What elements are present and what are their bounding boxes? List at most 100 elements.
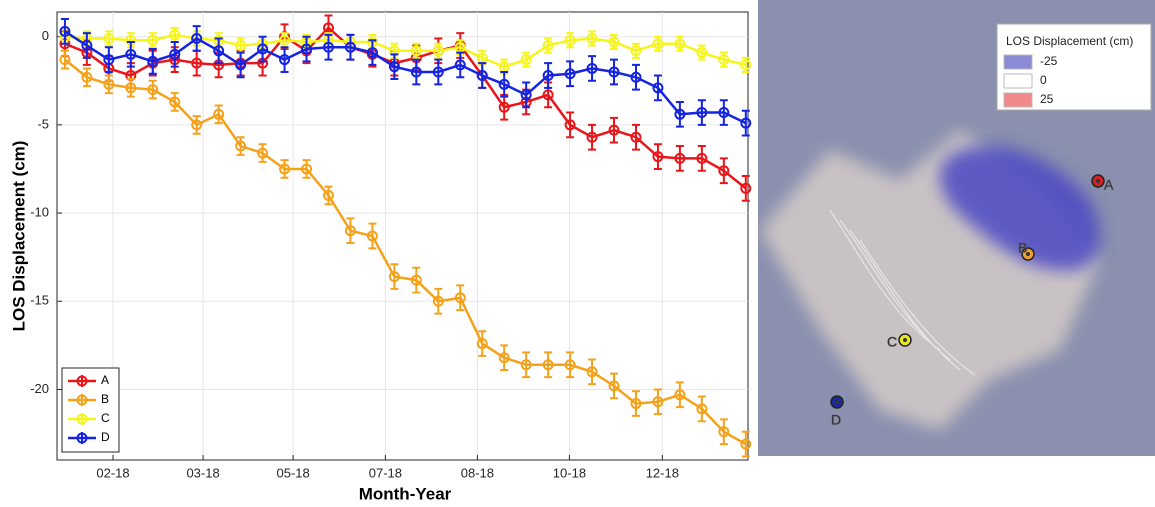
legend-marker [76,432,88,444]
x-tick-label: 02-18 [96,465,129,480]
series-layer [59,14,752,458]
point [740,182,752,194]
error-bar [192,25,201,52]
point [257,147,269,159]
error-bar [434,287,443,315]
point [740,59,752,71]
legend-marker [76,375,88,387]
point [191,32,203,44]
error-bar [653,74,662,102]
point [301,163,313,175]
point [454,292,466,304]
point [279,34,291,46]
error-bar [697,145,706,172]
y-tick-label: -15 [30,293,49,308]
map-legend-label: 25 [1040,92,1054,106]
point [147,55,159,67]
point [630,131,642,143]
point [564,68,576,80]
point [674,152,686,164]
point [696,403,708,415]
map-point-core [835,400,839,404]
map-point-label: D [831,412,841,428]
point [520,89,532,101]
point [586,62,598,74]
point [279,163,291,175]
point [674,38,686,50]
point [388,271,400,283]
error-bar [280,46,289,73]
point [696,47,708,59]
point [718,165,730,177]
error-bar [434,58,443,86]
error-bar [566,111,575,139]
map-point-label: B [1018,240,1027,256]
error-bar [566,351,575,379]
legend-label: C [101,411,110,425]
point [169,29,181,41]
point [366,47,378,59]
error-bar [675,145,684,172]
point [59,25,71,37]
point [410,274,422,286]
point [630,398,642,410]
point [103,54,115,66]
legend-label: B [101,392,109,406]
error-bar [741,109,750,137]
error-bar [390,53,399,81]
error-bar [588,55,597,82]
y-tick-label: -20 [30,381,49,396]
point [696,107,708,119]
error-bar [522,81,531,109]
point [476,338,488,350]
point [169,96,181,108]
error-bar [588,123,597,151]
point [608,124,620,136]
point [235,59,247,71]
point [344,225,356,237]
point [366,230,378,242]
x-tick-label: 12-18 [646,465,679,480]
point [235,140,247,152]
error-bar [631,390,640,417]
error-bar [610,372,619,400]
point [564,359,576,371]
error-bar [324,185,333,206]
error-bar [478,62,487,89]
point [542,359,554,371]
map-legend-swatch [1003,92,1033,108]
point [608,36,620,48]
point [520,359,532,371]
point [147,84,159,96]
legend-label: D [101,430,110,444]
bench-lines [829,209,976,376]
point [191,119,203,131]
point [564,34,576,46]
point [235,40,247,52]
point [608,380,620,392]
point [586,32,598,44]
point [652,38,664,50]
map-legend-label: 0 [1040,73,1047,87]
x-tick-label: 03-18 [186,465,219,480]
point [454,59,466,71]
point [169,48,181,60]
y-tick-label: 0 [42,28,49,43]
point [432,45,444,57]
point [718,107,730,119]
error-bar [236,51,245,79]
y-tick-label: -5 [37,116,49,131]
x-tick-label: 10-18 [553,465,586,480]
point [432,66,444,78]
point [410,45,422,57]
error-bar [478,330,487,357]
error-bar [500,344,509,372]
point [630,71,642,83]
point [542,89,554,101]
error-bar [170,92,179,112]
error-bar [302,35,311,63]
error-bar [236,136,245,156]
error-bar [258,143,267,163]
